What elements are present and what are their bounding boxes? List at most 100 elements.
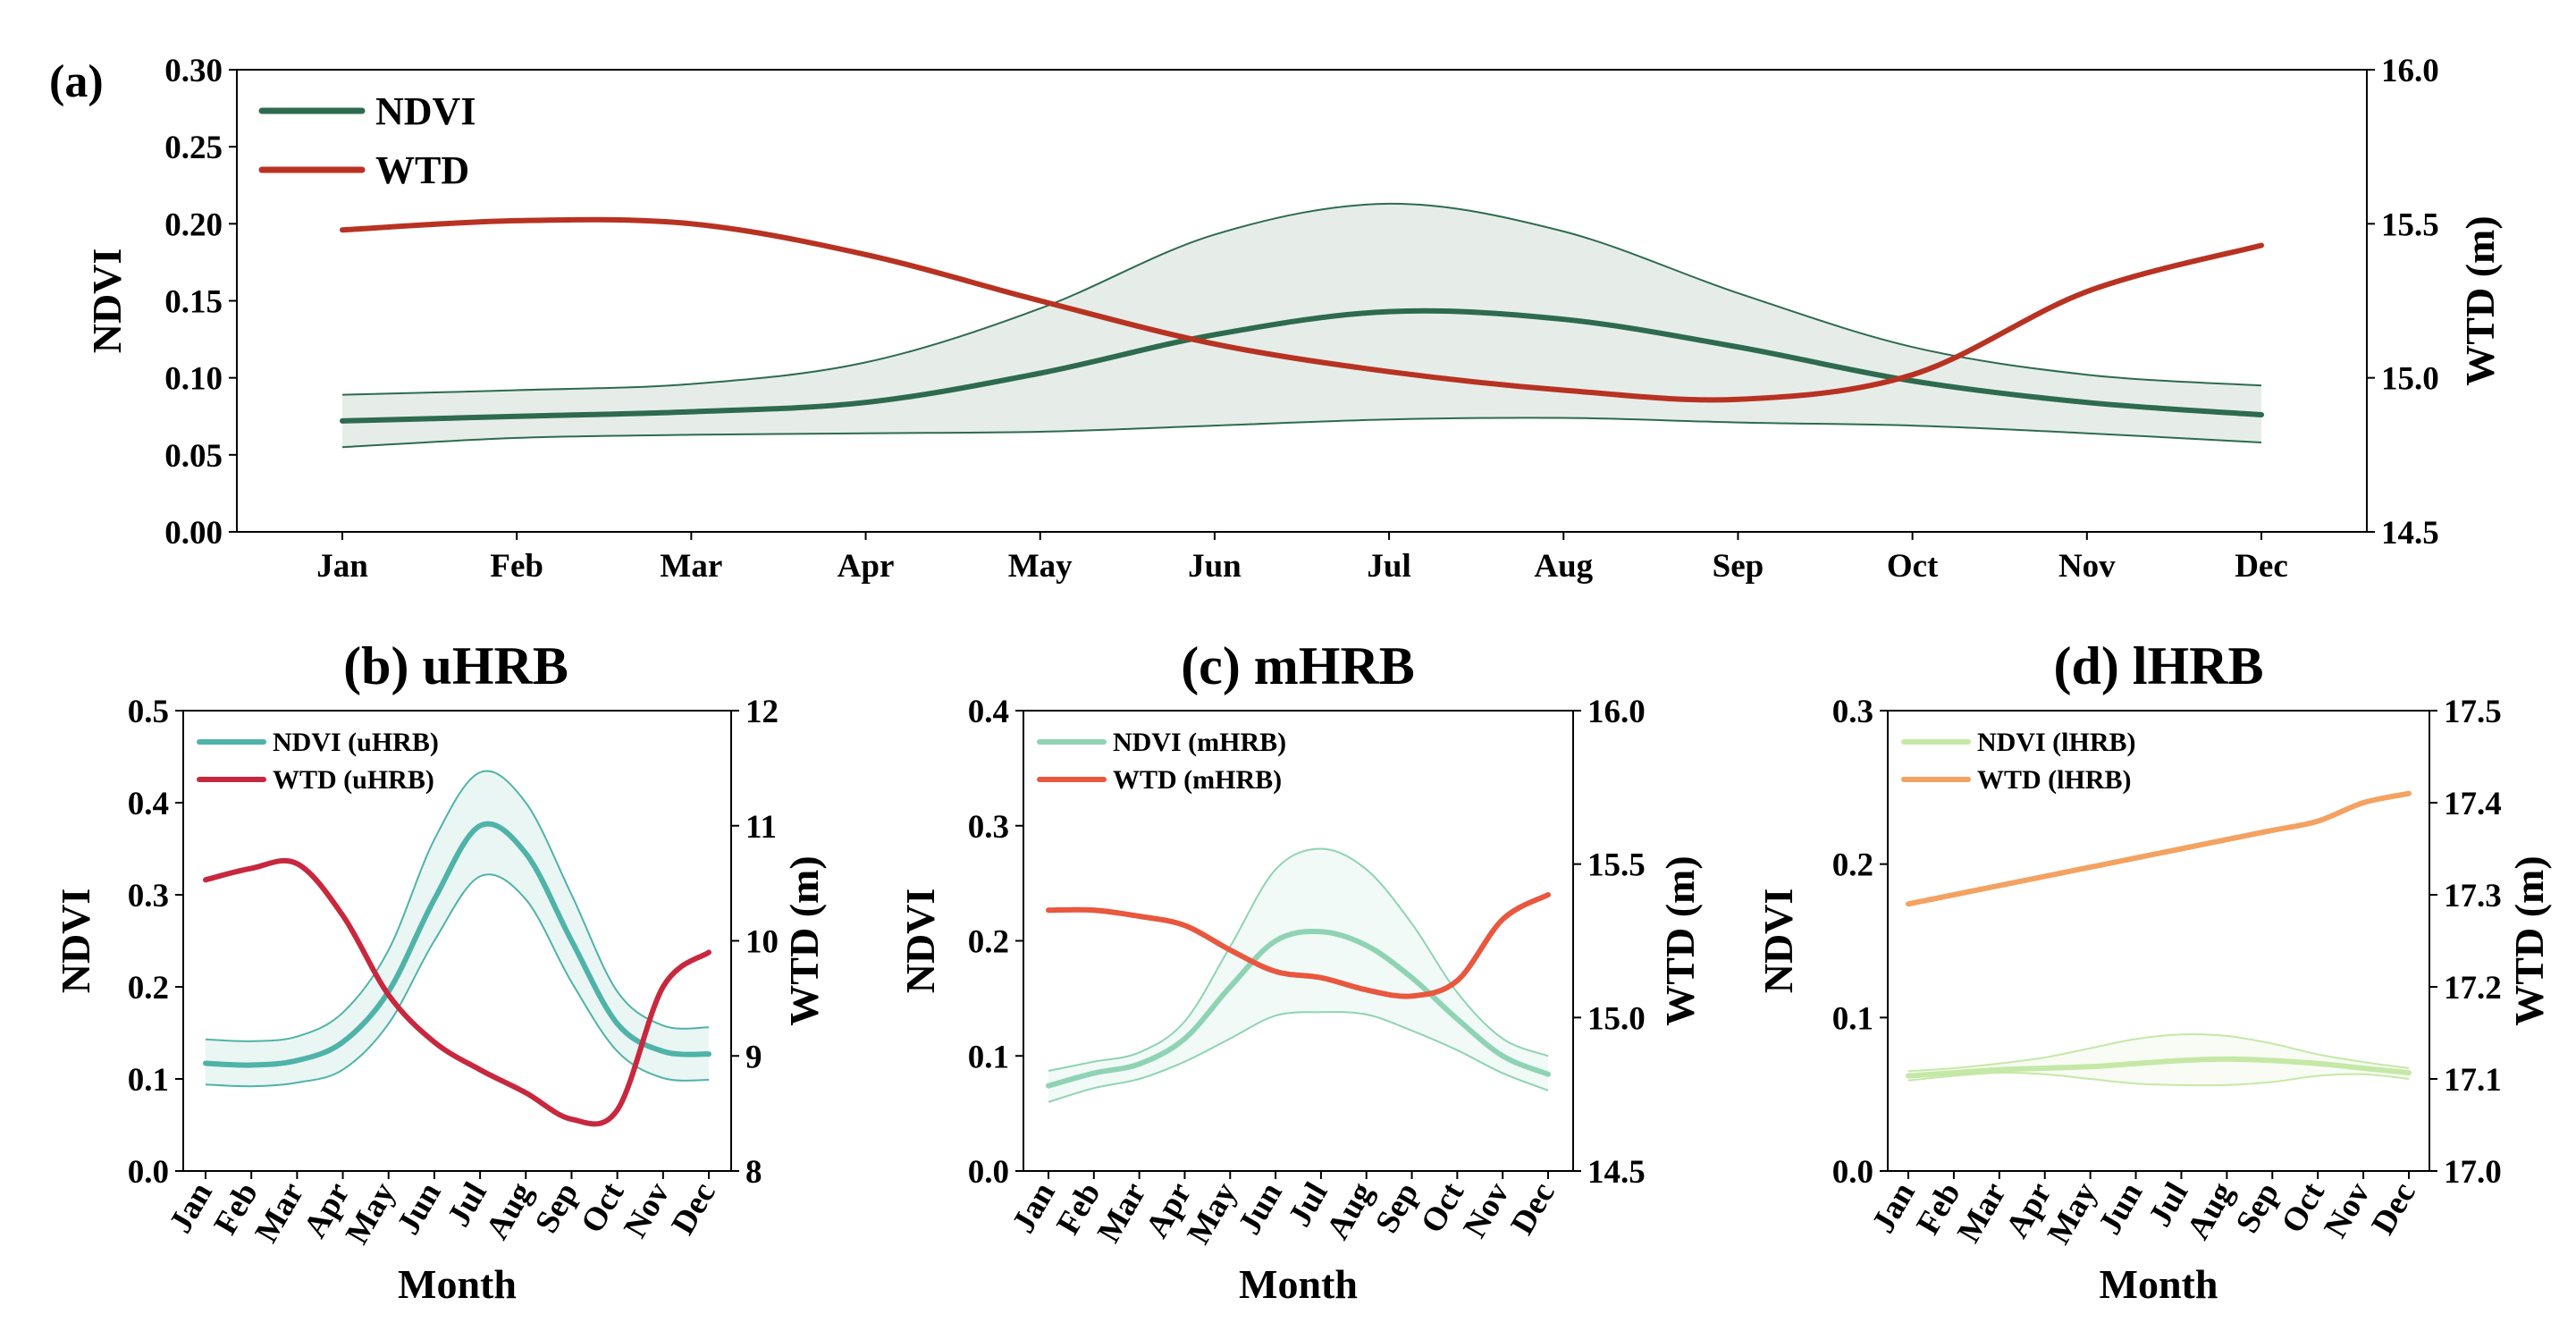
confidence-band-ndvi [342, 203, 2261, 448]
x-tick-label: Nov [2318, 1176, 2378, 1244]
y-tick-label: 0.2 [128, 970, 169, 1007]
chart-panel-c: (c) mHRB 0.0 0.1 0.2 0.3 0.4 14.5 15.0 15.5 16.0 J… [897, 636, 1703, 1307]
band-lower-edge [205, 873, 710, 1088]
y-tick-label: 0.3 [968, 809, 1009, 846]
y2-tick-label: 17.4 [2444, 786, 2502, 822]
x-tick-label: Dec [1503, 1176, 1562, 1241]
x-tick-label: Aug [479, 1176, 541, 1246]
series-line-ndvi [340, 307, 2264, 424]
x-tick-label: Jun [2092, 1176, 2151, 1242]
legend-label: NDVI [375, 89, 476, 133]
y-tick-label: 0.4 [128, 786, 169, 822]
y-tick-label: 0.3 [128, 878, 169, 914]
x-tick-label: May [1181, 1176, 1245, 1251]
y-tick-label: 0.05 [164, 438, 223, 475]
chart-panel-d: (d) lHRB 0.0 0.1 0.2 0.3 17.0 17.1 17.2 17.3 17.4… [1755, 636, 2552, 1307]
x-axis-label: Month [1239, 1261, 1358, 1307]
y-tick-label: 0.00 [164, 515, 223, 552]
x-tick-label: Mar [1950, 1176, 2013, 1249]
y-tick-label: 0.1 [128, 1062, 169, 1099]
y2-tick-label: 17.3 [2444, 878, 2502, 914]
y2-tick-label: 17.0 [2444, 1154, 2502, 1191]
y-tick-label: 0.4 [968, 694, 1009, 730]
x-tick-label: Jun [390, 1176, 449, 1242]
series-line-wtd-uhrb- [203, 857, 711, 1127]
band-lower-edge [341, 417, 2262, 449]
legend-label: NDVI (mHRB) [1113, 728, 1286, 757]
y2-tick-label: 15.5 [2381, 206, 2439, 243]
legend-label: NDVI (lHRB) [1977, 728, 2136, 757]
chart-title: (b) uHRB [343, 636, 568, 695]
y-tick-label: 0.1 [1832, 1000, 1873, 1037]
chart-panel-a: (a) 0.00 0.05 0.10 0.15 0.20 0.25 0.30 14.5 15.0 1… [49, 53, 2503, 585]
series-line-wtd-lhrb- [1906, 790, 2412, 907]
x-tick-label: Jun [1188, 548, 1242, 585]
legend-label: WTD (uHRB) [273, 765, 434, 795]
x-tick-label: Jan [1865, 1176, 1923, 1240]
x-tick-label: Mar [1090, 1176, 1153, 1249]
y-tick-label: 0.10 [164, 361, 223, 398]
y-tick-label: 0.2 [968, 924, 1009, 961]
x-tick-label: May [2041, 1176, 2105, 1251]
chart-title: (d) lHRB [2053, 636, 2263, 695]
y-axis-label: NDVI [1755, 889, 1801, 994]
y2-tick-label: 11 [745, 809, 777, 846]
band-upper-edge [1907, 1032, 2410, 1073]
series-line-wtd [340, 216, 2264, 403]
legend-label: NDVI (uHRB) [273, 728, 439, 757]
x-tick-label: Aug [2180, 1176, 2242, 1246]
y2-tick-label: 17.2 [2444, 970, 2502, 1007]
x-tick-label: May [1008, 548, 1073, 585]
legend: NDVI (lHRB) WTD (lHRB) [1901, 728, 2136, 795]
x-tick-label: Jan [1005, 1176, 1063, 1240]
y-tick-label: 0.2 [1832, 847, 1873, 884]
series-line-ndvi-mhrb- [1046, 928, 1551, 1089]
y2-tick-label: 10 [745, 924, 779, 961]
x-tick-label: Feb [490, 548, 543, 585]
y-tick-label: 0.1 [968, 1039, 1009, 1075]
x-tick-label: Mar [248, 1176, 311, 1249]
chart-panel-b: (b) uHRB0.00.10.20.30.40.589101112JanFeb… [53, 636, 827, 1307]
y2-tick-label: 16.0 [1587, 694, 1646, 730]
x-tick-label: Mar [660, 548, 722, 585]
y-axis-label: NDVI [897, 889, 943, 994]
x-tick-label: Sep [528, 1176, 585, 1239]
x-tick-label: Sep [2229, 1176, 2286, 1239]
y-tick-label: 0.0 [968, 1154, 1009, 1191]
y-tick-label: 0.5 [128, 694, 169, 730]
x-tick-label: Sep [1713, 548, 1764, 585]
x-tick-label: Dec [2235, 548, 2288, 585]
legend: NDVI (mHRB) WTD (mHRB) [1037, 728, 1286, 795]
y2-tick-label: 16.0 [2381, 53, 2439, 89]
x-tick-label: Jul [1367, 548, 1410, 585]
band-upper-edge [1048, 847, 1549, 1072]
x-tick-label: Aug [1534, 548, 1593, 585]
y-axis-label: NDVI [53, 889, 98, 994]
legend-label: WTD [375, 148, 469, 192]
x-tick-label: Dec [664, 1176, 722, 1241]
x-axis-label: Month [398, 1261, 517, 1307]
y-axis-label: NDVI [84, 249, 130, 354]
x-tick-label: Jan [162, 1176, 220, 1240]
x-tick-label: Dec [2364, 1176, 2422, 1241]
y-tick-label: 0.15 [164, 284, 223, 321]
x-tick-label: Nov [617, 1176, 678, 1244]
y2-tick-label: 15.0 [1587, 1000, 1646, 1037]
series-line-ndvi-lhrb- [1906, 1056, 2412, 1079]
panel-label: (a) [49, 56, 104, 107]
x-tick-label: Nov [2058, 548, 2116, 585]
series-line-wtd-mhrb- [1046, 892, 1551, 999]
y2-tick-label: 9 [745, 1039, 762, 1075]
y2-tick-label: 15.5 [1587, 847, 1646, 884]
y2-axis-label: WTD (m) [1657, 855, 1703, 1025]
y2-tick-label: 12 [745, 694, 779, 730]
y2-tick-label: 14.5 [2381, 515, 2439, 552]
x-tick-label: Jun [1232, 1176, 1291, 1242]
y2-tick-label: 15.0 [2381, 361, 2439, 398]
y-tick-label: 0.0 [1832, 1154, 1873, 1191]
legend-label: WTD (lHRB) [1977, 765, 2132, 795]
x-tick-label: Sep [1368, 1176, 1426, 1239]
x-tick-label: Jan [316, 548, 368, 585]
y2-tick-label: 17.1 [2444, 1062, 2502, 1099]
